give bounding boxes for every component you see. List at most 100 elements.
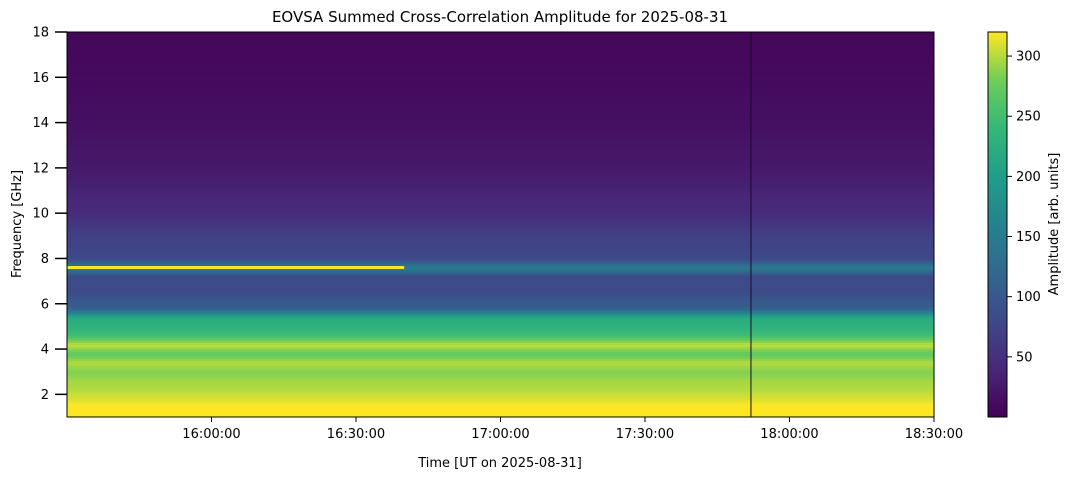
heatmap-band xyxy=(67,398,934,402)
heatmap-band xyxy=(67,165,934,169)
heatmap-band xyxy=(67,235,934,239)
heatmap-band xyxy=(67,247,934,250)
heatmap-band xyxy=(67,373,934,377)
heatmap-band xyxy=(67,362,934,366)
colorbar-tick-label: 50 xyxy=(1016,350,1033,365)
heatmap-image xyxy=(67,32,934,417)
heatmap-band xyxy=(67,405,934,409)
heatmap-band xyxy=(67,174,934,178)
colorbar-tick-label: 100 xyxy=(1016,290,1041,305)
colorbar-tick-label: 300 xyxy=(1016,50,1041,65)
heatmap-band xyxy=(67,364,934,368)
heatmap-band xyxy=(67,328,934,332)
x-tick-label: 17:30:00 xyxy=(616,427,674,442)
heatmap-band xyxy=(67,229,934,232)
heatmap-band xyxy=(67,308,934,312)
heatmap-band xyxy=(67,122,934,126)
heatmap-band xyxy=(67,312,934,316)
heatmap-band xyxy=(67,136,934,139)
heatmap-band xyxy=(67,233,934,237)
heatmap-band xyxy=(67,317,934,321)
heatmap-band xyxy=(67,367,934,370)
x-tick-label: 16:30:00 xyxy=(327,427,385,442)
heatmap-band xyxy=(67,349,934,352)
chart-title: EOVSA Summed Cross-Correlation Amplitude… xyxy=(272,8,728,26)
heatmap-band xyxy=(67,158,934,162)
heatmap-band xyxy=(67,296,934,300)
heatmap-band xyxy=(67,369,934,373)
heatmap-band xyxy=(67,376,934,379)
heatmap-band xyxy=(67,88,934,92)
heatmap-band xyxy=(67,190,934,194)
heatmap-band xyxy=(67,242,934,246)
heatmap-band xyxy=(67,335,934,339)
heatmap-band xyxy=(67,256,934,259)
x-tick-label: 16:00:00 xyxy=(182,427,240,442)
heatmap-band xyxy=(67,68,934,71)
heatmap-band xyxy=(67,170,934,173)
heatmap-band xyxy=(67,142,934,146)
heatmap-band xyxy=(67,219,934,223)
heatmap-band xyxy=(67,407,934,411)
x-tick-label: 18:00:00 xyxy=(760,427,818,442)
heatmap-band xyxy=(67,294,934,298)
heatmap-band xyxy=(67,167,934,171)
colorbar-axis: 50 100 150 200 250 300 xyxy=(1007,50,1041,365)
heatmap-band xyxy=(67,299,934,302)
heatmap-band xyxy=(67,161,934,164)
heatmap-band xyxy=(67,186,934,189)
heatmap-band xyxy=(67,383,934,386)
heatmap-band xyxy=(67,301,934,305)
heatmap-band xyxy=(67,215,934,219)
heatmap-band xyxy=(67,278,934,282)
heatmap-band xyxy=(67,133,934,137)
heatmap-band xyxy=(67,319,934,323)
heatmap-band xyxy=(67,251,934,255)
heatmap-band xyxy=(67,81,934,85)
heatmap-band xyxy=(67,290,934,293)
heatmap-band xyxy=(67,267,934,271)
heatmap-band xyxy=(67,358,934,361)
heatmap-band xyxy=(67,140,934,144)
heatmap-band xyxy=(67,172,934,176)
heatmap-band xyxy=(67,333,934,336)
x-axis-label: Time [UT on 2025-08-31] xyxy=(417,456,582,471)
heatmap-band xyxy=(67,326,934,330)
heatmap-band xyxy=(67,274,934,278)
heatmap-band xyxy=(67,72,934,76)
colorbar-label: Amplitude [arb. units] xyxy=(1047,153,1062,296)
heatmap-band xyxy=(67,70,934,74)
heatmap-band xyxy=(67,414,934,417)
heatmap-band xyxy=(67,238,934,241)
heatmap-band xyxy=(67,394,934,398)
heatmap-band xyxy=(67,340,934,343)
heatmap-band xyxy=(67,124,934,128)
heatmap-band xyxy=(67,97,934,101)
y-tick-label: 4 xyxy=(41,343,49,358)
x-tick-label: 17:00:00 xyxy=(471,427,529,442)
y-tick-label: 8 xyxy=(41,252,49,267)
heatmap-band xyxy=(67,127,934,130)
heatmap-band xyxy=(67,260,934,264)
heatmap-band xyxy=(67,303,934,307)
heatmap-band xyxy=(67,249,934,253)
heatmap-band xyxy=(67,401,934,404)
heatmap-band xyxy=(67,337,934,341)
colorbar-tick-label: 150 xyxy=(1016,230,1041,245)
heatmap-band xyxy=(67,355,934,359)
heatmap-band xyxy=(67,412,934,416)
heatmap-band xyxy=(67,104,934,108)
heatmap-band xyxy=(67,75,934,78)
heatmap-band xyxy=(67,199,934,203)
heatmap-band xyxy=(67,310,934,314)
heatmap-band xyxy=(67,163,934,167)
heatmap-band xyxy=(67,181,934,185)
heatmap-band xyxy=(67,224,934,228)
heatmap-band xyxy=(67,287,934,291)
heatmap-band xyxy=(67,258,934,262)
heatmap-band xyxy=(67,176,934,180)
heatmap-band xyxy=(67,197,934,201)
heatmap-band xyxy=(67,324,934,327)
